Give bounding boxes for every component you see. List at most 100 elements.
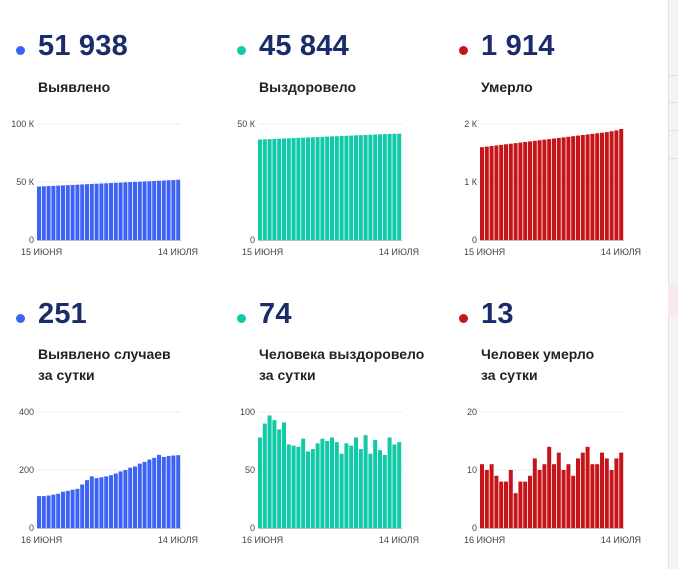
bar [508, 143, 513, 240]
bar [320, 438, 325, 528]
bar [363, 134, 368, 240]
x-tick-label-start: 15 ИЮНЯ [242, 247, 283, 257]
bar [291, 138, 296, 240]
bar [513, 143, 518, 240]
bar [619, 128, 624, 240]
y-tick-label: 200 [19, 465, 34, 475]
bar [291, 445, 296, 528]
y-tick-label: 400 [19, 407, 34, 417]
series-dot [459, 314, 468, 323]
bar [373, 439, 378, 528]
panel-detected-total: 51 938 Выявлено 0 50 К 100 К 15 ИЮНЯ 14 ИЮЛЯ [10, 30, 230, 290]
bar [41, 186, 46, 240]
bar [547, 139, 552, 240]
bar [499, 481, 504, 528]
bar [397, 442, 402, 528]
bar-chart-died-daily: 0 10 20 16 ИЮНЯ 14 ИЮЛЯ [464, 407, 641, 545]
y-tick-label: 0 [250, 235, 255, 245]
bar [80, 184, 85, 240]
bar [75, 184, 80, 240]
stat-label-line: за сутки [259, 367, 316, 383]
bar [161, 180, 166, 240]
bar [46, 495, 51, 528]
bar [315, 443, 320, 528]
bar [137, 463, 142, 528]
bar [619, 452, 624, 528]
bar [37, 496, 41, 528]
y-tick-label: 10 [467, 465, 477, 475]
bar [262, 139, 267, 240]
bar [330, 136, 334, 240]
bar [561, 137, 566, 240]
x-tick-label-start: 15 ИЮНЯ [21, 247, 62, 257]
bar [128, 182, 133, 240]
bar [358, 135, 363, 240]
bar [65, 490, 70, 528]
bar [171, 180, 176, 240]
bar [123, 470, 128, 528]
bar [56, 185, 61, 240]
bar [277, 138, 282, 240]
bar [344, 443, 349, 528]
x-tick-label-start: 16 ИЮНЯ [21, 535, 62, 545]
bar [532, 140, 537, 240]
bar [286, 138, 291, 240]
bar [142, 461, 147, 528]
bar [334, 136, 339, 240]
bar [133, 466, 137, 528]
x-tick-label-end: 14 ИЮЛЯ [601, 247, 641, 257]
bar [604, 458, 609, 528]
bar [166, 456, 171, 528]
bar [387, 437, 392, 528]
stat-value: 45 844 [259, 30, 349, 62]
bar [277, 429, 282, 528]
stat-label-line: Выздоровело [259, 79, 357, 95]
bar [142, 181, 147, 240]
bar [51, 185, 56, 240]
x-tick-label-end: 14 ИЮЛЯ [379, 247, 419, 257]
bar [354, 437, 358, 528]
bar [542, 464, 547, 528]
bar [484, 470, 489, 528]
panel-detected-daily: 251 Выявлено случаев за сутки 0 200 400 16 … [10, 298, 230, 558]
bar [576, 458, 580, 528]
x-tick-label-start: 16 ИЮНЯ [464, 535, 505, 545]
bar [580, 135, 585, 240]
y-tick-label: 100 К [11, 119, 35, 129]
stat-label-line: Выявлено [38, 79, 111, 95]
bar [595, 464, 600, 528]
bar [296, 137, 301, 240]
stat-value: 251 [38, 298, 87, 330]
series-dot [16, 46, 25, 55]
stat-label: Человек умерло за сутки [481, 344, 594, 386]
bar [382, 454, 387, 528]
bar [513, 493, 518, 528]
bar [310, 137, 315, 240]
bar [282, 422, 286, 528]
bar [157, 180, 161, 240]
bar [523, 141, 528, 240]
bar [576, 135, 580, 240]
bar [387, 133, 392, 240]
bar [518, 481, 523, 528]
bar [262, 423, 267, 528]
bar [128, 467, 133, 528]
stat-label: Умерло [481, 77, 533, 98]
x-tick-label-end: 14 ИЮЛЯ [158, 535, 198, 545]
bar [166, 180, 171, 240]
bar [75, 488, 80, 528]
bar [272, 420, 277, 528]
bar [523, 481, 528, 528]
bar [123, 182, 128, 240]
bar [334, 442, 339, 528]
bar [480, 147, 484, 240]
bar [566, 464, 571, 528]
bar [339, 453, 344, 528]
bar [556, 452, 561, 528]
bar [561, 470, 566, 528]
bar [344, 135, 349, 240]
bar [600, 132, 604, 240]
bar [504, 481, 508, 528]
bar [282, 138, 286, 240]
bar [113, 182, 118, 240]
